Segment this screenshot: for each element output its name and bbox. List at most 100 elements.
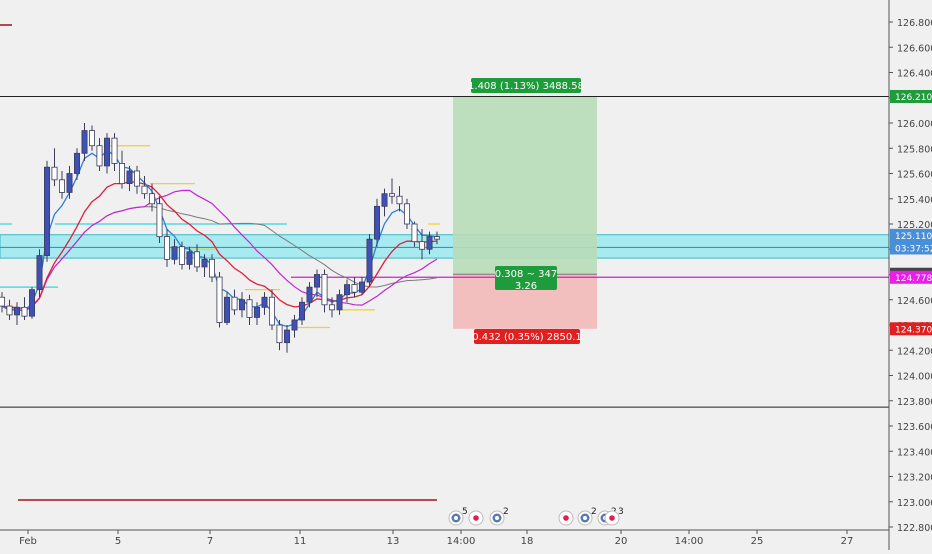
event-marker-3[interactable]: 2: [489, 507, 509, 526]
candle-4[interactable]: [21, 306, 28, 317]
y-tick-label-4: 123.400: [897, 447, 932, 458]
candle-21[interactable]: [148, 193, 155, 205]
price-label-bg-3: [890, 241, 932, 255]
price-label-1: 126.210: [890, 89, 932, 103]
earnings-center-icon: [495, 516, 499, 520]
candle-17[interactable]: [119, 162, 126, 184]
event-badge-7: 3: [618, 507, 624, 517]
candle-11[interactable]: [74, 152, 81, 174]
candle-41[interactable]: [298, 301, 305, 321]
candle-45[interactable]: [328, 304, 335, 311]
candle-29[interactable]: [208, 258, 215, 278]
candle-26[interactable]: [186, 251, 193, 265]
candle-25[interactable]: [178, 246, 185, 265]
candle-38[interactable]: [276, 324, 283, 344]
candle-2[interactable]: [6, 305, 13, 316]
candle-48[interactable]: [351, 284, 358, 293]
y-tick-label-8: 124.200: [897, 346, 932, 357]
candle-39[interactable]: [283, 329, 290, 344]
candle-8[interactable]: [51, 166, 58, 181]
candle-36[interactable]: [261, 296, 268, 308]
event-markers[interactable]: 52223: [448, 507, 624, 526]
candle-14[interactable]: [96, 145, 103, 167]
candle-24[interactable]: [171, 246, 178, 260]
candle-12[interactable]: [81, 130, 88, 154]
dividend-dot-icon: [563, 515, 569, 521]
price-label-text-6: 124.370: [895, 325, 932, 335]
event-marker-7[interactable]: 3: [604, 507, 624, 526]
target-zone[interactable]: [453, 96, 597, 275]
candle-55[interactable]: [403, 203, 410, 225]
candle-35[interactable]: [253, 306, 260, 318]
candle-1[interactable]: [0, 296, 5, 307]
support-zone-layer: [0, 234, 890, 259]
candle-6[interactable]: [36, 255, 43, 291]
candles[interactable]: [0, 123, 440, 353]
candle-59[interactable]: [433, 236, 440, 240]
event-marker-5[interactable]: 2: [577, 507, 597, 526]
candle-19[interactable]: [133, 170, 140, 187]
candle-16[interactable]: [111, 137, 118, 164]
candle-18[interactable]: [126, 170, 133, 185]
x-tick-label-8: 20: [615, 536, 628, 547]
candle-44[interactable]: [321, 274, 328, 306]
candle-33[interactable]: [238, 299, 245, 311]
candle-42[interactable]: [306, 286, 313, 303]
y-tick-label-10: 124.600: [897, 296, 932, 307]
price-label-text-5: 124.778: [895, 274, 932, 284]
candle-58[interactable]: [426, 236, 433, 250]
event-marker-4[interactable]: [558, 510, 574, 526]
price-label-bg-1: [890, 89, 932, 103]
x-tick-label-10: 25: [751, 536, 764, 547]
center-label-text-1: 0.308 ~ 347: [495, 269, 557, 280]
x-tick-label-5: 13: [387, 536, 400, 547]
candle-31[interactable]: [223, 296, 230, 323]
candle-47[interactable]: [343, 284, 350, 296]
price-label-bg-2: [890, 228, 932, 242]
event-badge-1: 5: [462, 507, 468, 517]
candle-37[interactable]: [268, 296, 275, 326]
candle-57[interactable]: [418, 241, 425, 250]
candle-56[interactable]: [411, 223, 418, 243]
candle-15[interactable]: [104, 137, 111, 167]
candle-32[interactable]: [231, 296, 238, 311]
candle-30[interactable]: [216, 276, 223, 323]
candle-20[interactable]: [141, 185, 148, 195]
candle-50[interactable]: [366, 238, 373, 283]
candle-51[interactable]: [373, 205, 380, 240]
candle-53[interactable]: [388, 193, 395, 197]
candle-13[interactable]: [89, 130, 96, 147]
y-tick-label-21: 126.800: [897, 18, 932, 29]
candle-10[interactable]: [66, 173, 73, 193]
x-tick-label-3: 7: [207, 536, 213, 547]
event-marker-2[interactable]: [468, 510, 484, 526]
candle-52[interactable]: [381, 193, 388, 207]
candle-40[interactable]: [291, 319, 298, 331]
center-label-bg: [495, 266, 557, 290]
horizontal-lines: [0, 95, 889, 408]
candle-7[interactable]: [44, 166, 51, 256]
position-tool[interactable]: [453, 96, 597, 329]
price-label-6: 124.370: [890, 322, 932, 336]
candle-43[interactable]: [313, 274, 320, 288]
candle-22[interactable]: [156, 203, 163, 238]
candle-9[interactable]: [59, 179, 66, 193]
stop-label: 0.432 (0.35%) 2850.1: [472, 329, 582, 344]
candle-5[interactable]: [28, 289, 35, 317]
event-marker-1[interactable]: 5: [448, 507, 468, 526]
candle-34[interactable]: [246, 299, 253, 318]
candle-28[interactable]: [201, 258, 208, 268]
candle-49[interactable]: [358, 281, 365, 293]
y-tick-label-13: 125.200: [897, 220, 932, 231]
stop-label-bg: [474, 329, 580, 344]
candle-54[interactable]: [396, 195, 403, 205]
x-tick-label-4: 11: [294, 536, 307, 547]
candle-23[interactable]: [163, 236, 170, 260]
candle-3[interactable]: [13, 306, 20, 316]
candle-27[interactable]: [193, 251, 200, 268]
candle-46[interactable]: [336, 294, 343, 311]
